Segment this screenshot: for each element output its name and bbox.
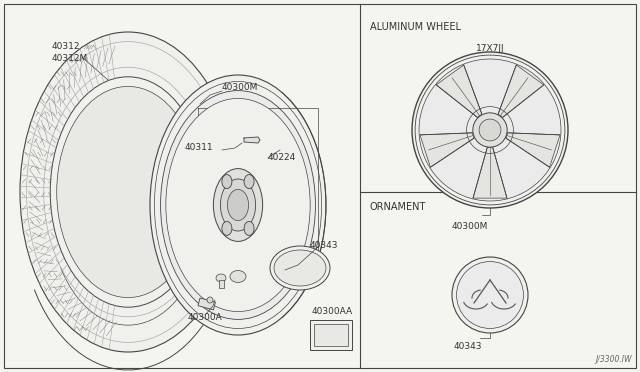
Ellipse shape — [207, 297, 213, 303]
Polygon shape — [473, 148, 507, 198]
Ellipse shape — [166, 99, 310, 312]
Text: 40343: 40343 — [310, 241, 339, 250]
Polygon shape — [506, 133, 560, 167]
Ellipse shape — [244, 174, 254, 189]
Polygon shape — [244, 137, 260, 143]
Text: 40224: 40224 — [268, 154, 296, 163]
Ellipse shape — [216, 274, 226, 282]
Bar — [219, 280, 224, 288]
Text: J/3300.IW: J/3300.IW — [595, 355, 632, 364]
Ellipse shape — [150, 75, 326, 335]
Ellipse shape — [244, 221, 254, 235]
Text: 40312: 40312 — [52, 42, 81, 51]
Text: 17X7JJ: 17X7JJ — [476, 44, 504, 53]
Polygon shape — [436, 65, 482, 117]
Text: 40300AA: 40300AA — [312, 308, 353, 317]
Ellipse shape — [419, 59, 561, 201]
Text: 40300M: 40300M — [222, 83, 259, 93]
Ellipse shape — [227, 189, 248, 221]
Ellipse shape — [412, 52, 568, 208]
Ellipse shape — [270, 246, 330, 290]
Ellipse shape — [161, 91, 316, 320]
Ellipse shape — [473, 113, 507, 147]
Ellipse shape — [230, 270, 246, 282]
Text: ORNAMENT: ORNAMENT — [370, 202, 426, 212]
Text: 40343: 40343 — [454, 342, 483, 351]
Polygon shape — [420, 133, 474, 167]
Ellipse shape — [222, 174, 232, 189]
Text: 40300A: 40300A — [188, 314, 223, 323]
Ellipse shape — [456, 262, 524, 328]
Text: 40300M: 40300M — [452, 222, 488, 231]
Ellipse shape — [51, 77, 206, 307]
Text: 40312M: 40312M — [52, 54, 88, 63]
Bar — [310, 320, 352, 350]
Ellipse shape — [479, 119, 501, 141]
Bar — [314, 324, 348, 346]
Ellipse shape — [220, 179, 255, 231]
Ellipse shape — [213, 169, 262, 241]
Ellipse shape — [452, 257, 528, 333]
Bar — [198, 298, 216, 310]
Ellipse shape — [222, 221, 232, 235]
Ellipse shape — [274, 250, 326, 286]
Ellipse shape — [57, 86, 199, 298]
Text: 40311: 40311 — [185, 144, 214, 153]
Ellipse shape — [20, 32, 236, 352]
Polygon shape — [498, 65, 544, 117]
Text: ALUMINUM WHEEL: ALUMINUM WHEEL — [370, 22, 461, 32]
